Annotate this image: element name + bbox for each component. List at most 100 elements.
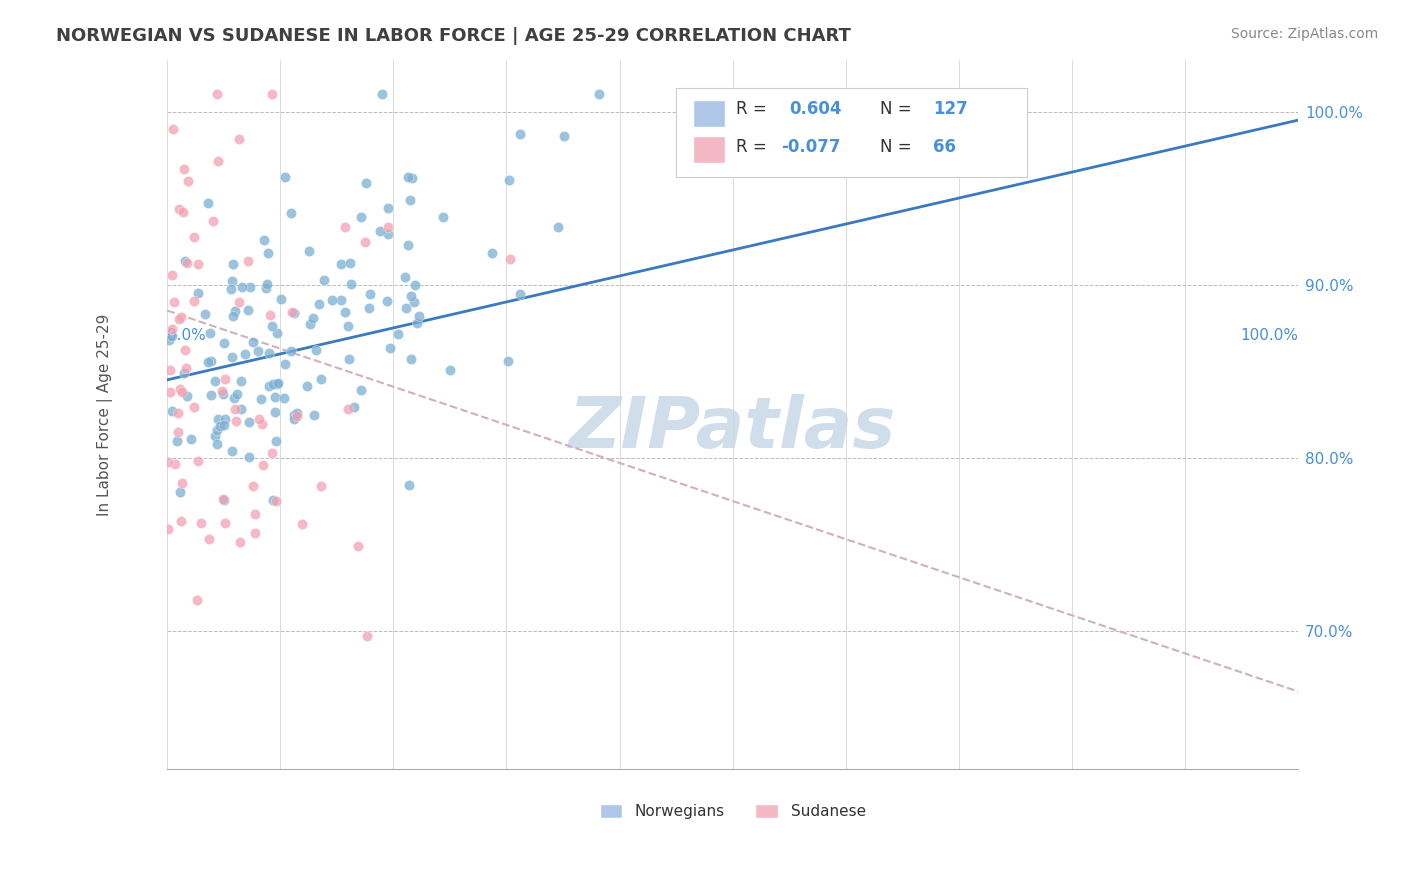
Point: [214, 516, 236, 530]
Point: [499, 252, 522, 267]
Point: [266, 326, 288, 340]
Point: [260, 87, 283, 102]
Text: R =: R =: [735, 138, 766, 156]
Point: [432, 210, 454, 224]
Point: [308, 297, 330, 311]
Point: [183, 400, 205, 414]
Point: [221, 274, 243, 288]
Point: [337, 319, 360, 334]
Point: [197, 196, 219, 211]
Point: [273, 391, 295, 405]
Point: [394, 269, 416, 284]
Point: [224, 402, 246, 417]
Point: [257, 245, 280, 260]
Point: [280, 343, 302, 358]
Point: [481, 246, 503, 260]
Point: [231, 280, 253, 294]
Point: [222, 391, 245, 405]
Point: [167, 425, 190, 439]
Point: [359, 287, 381, 301]
Point: [387, 327, 409, 342]
Point: [190, 516, 212, 531]
Point: [177, 174, 200, 188]
Point: [249, 392, 271, 406]
Point: [396, 169, 419, 184]
Point: [274, 357, 297, 371]
Text: N =: N =: [880, 138, 911, 156]
Point: [377, 227, 399, 241]
Point: [228, 535, 250, 549]
Point: [219, 281, 242, 295]
Point: [264, 434, 287, 449]
Point: [254, 281, 277, 295]
Point: [214, 336, 236, 351]
Text: 66: 66: [932, 138, 956, 156]
Point: [498, 354, 520, 368]
Point: [214, 417, 236, 432]
Point: [350, 210, 373, 224]
Point: [245, 508, 267, 522]
Point: [170, 310, 193, 324]
Point: [311, 479, 333, 493]
Point: [357, 301, 380, 315]
Bar: [693, 136, 724, 162]
Point: [197, 532, 219, 546]
Point: [229, 374, 252, 388]
Point: [224, 304, 246, 318]
Point: [222, 309, 245, 323]
Point: [401, 289, 423, 303]
Point: [180, 433, 202, 447]
Point: [233, 347, 256, 361]
Point: [183, 230, 205, 244]
Point: [166, 434, 188, 448]
Point: [295, 379, 318, 393]
Point: [174, 361, 197, 376]
Point: [242, 335, 264, 350]
Point: [183, 293, 205, 308]
Point: [263, 405, 285, 419]
Point: [157, 333, 180, 347]
Point: [349, 383, 371, 397]
Point: [886, 87, 908, 102]
Point: [229, 402, 252, 417]
Text: 127: 127: [932, 100, 967, 118]
Point: [408, 309, 430, 323]
Point: [339, 256, 361, 270]
Point: [498, 173, 520, 187]
Point: [201, 213, 224, 227]
Text: NORWEGIAN VS SUDANESE IN LABOR FORCE | AGE 25-29 CORRELATION CHART: NORWEGIAN VS SUDANESE IN LABOR FORCE | A…: [56, 27, 851, 45]
Point: [170, 384, 193, 399]
Point: [259, 346, 281, 360]
Text: In Labor Force | Age 25-29: In Labor Force | Age 25-29: [97, 313, 112, 516]
Point: [337, 352, 360, 367]
Bar: [693, 100, 724, 127]
Point: [159, 363, 181, 377]
Point: [353, 235, 375, 249]
Point: [207, 154, 229, 169]
Point: [377, 201, 399, 215]
Text: Source: ZipAtlas.com: Source: ZipAtlas.com: [1230, 27, 1378, 41]
Point: [266, 376, 288, 390]
Point: [252, 417, 274, 431]
Point: [404, 295, 426, 310]
Point: [172, 205, 194, 219]
Point: [343, 401, 366, 415]
Point: [225, 387, 247, 401]
Point: [321, 293, 343, 307]
Point: [281, 304, 304, 318]
Point: [246, 344, 269, 359]
Point: [368, 224, 391, 238]
Point: [170, 514, 193, 528]
Point: [242, 479, 264, 493]
Point: [380, 342, 402, 356]
Point: [194, 307, 217, 321]
Point: [259, 309, 281, 323]
FancyBboxPatch shape: [676, 88, 1026, 177]
Point: [214, 372, 236, 386]
Point: [547, 219, 569, 234]
Point: [225, 414, 247, 428]
Point: [207, 437, 229, 451]
Point: [285, 409, 308, 423]
Point: [283, 412, 305, 426]
Point: [187, 286, 209, 301]
